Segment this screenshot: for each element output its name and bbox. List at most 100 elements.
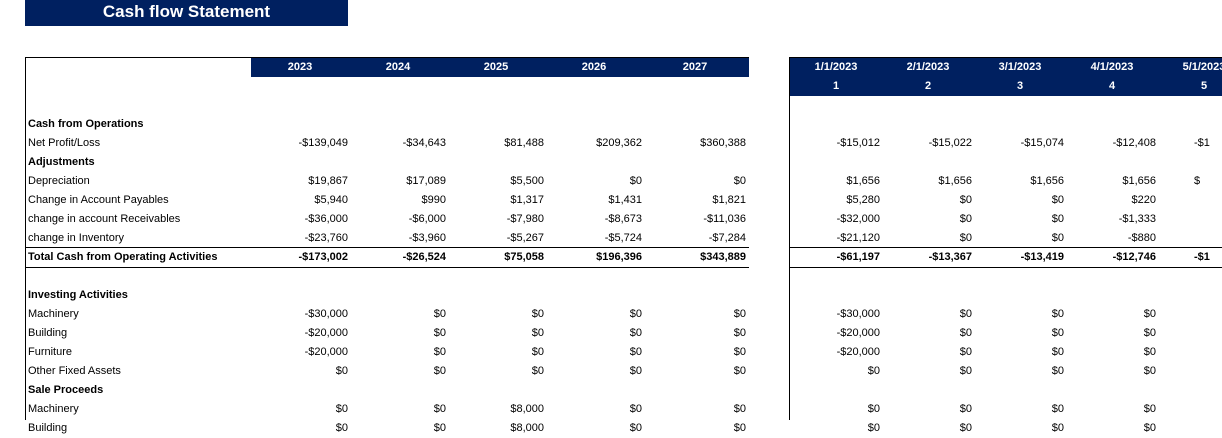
value-cell[interactable]: -$20,000 <box>836 327 880 339</box>
value-cell[interactable]: $1,317 <box>510 194 544 206</box>
value-cell[interactable]: $0 <box>959 422 972 434</box>
value-cell[interactable]: -$30,000 <box>304 308 348 320</box>
value-cell[interactable]: $0 <box>959 327 972 339</box>
value-cell[interactable]: -$8,673 <box>604 213 642 225</box>
value-cell[interactable]: -$34,643 <box>402 137 446 149</box>
value-cell[interactable]: $5,500 <box>510 175 544 187</box>
value-cell[interactable]: $0 <box>867 403 880 415</box>
value-cell[interactable]: $0 <box>531 365 544 377</box>
value-cell[interactable]: $1,656 <box>1122 175 1156 187</box>
value-cell[interactable]: $0 <box>531 327 544 339</box>
value-cell[interactable]: -$12,746 <box>1112 251 1156 263</box>
value-cell[interactable]: -$12,408 <box>1112 137 1156 149</box>
value-cell[interactable]: $0 <box>1143 308 1156 320</box>
value-cell[interactable]: $0 <box>433 327 446 339</box>
month-date-header[interactable]: 2/1/2023 <box>906 61 950 73</box>
value-cell[interactable]: $8,000 <box>510 422 544 434</box>
value-cell[interactable]: $0 <box>629 346 642 358</box>
value-cell[interactable]: -$21,120 <box>836 232 880 244</box>
value-cell-clipped[interactable]: $ <box>1194 175 1201 187</box>
month-date-header[interactable]: 3/1/2023 <box>998 61 1042 73</box>
value-cell[interactable]: -$6,000 <box>408 213 446 225</box>
value-cell[interactable]: -$15,012 <box>836 137 880 149</box>
value-cell[interactable]: $0 <box>629 403 642 415</box>
value-cell[interactable]: $196,396 <box>596 251 642 263</box>
value-cell[interactable]: $0 <box>335 422 348 434</box>
value-cell[interactable]: $0 <box>1143 346 1156 358</box>
value-cell[interactable]: -$61,197 <box>836 251 880 263</box>
value-cell[interactable]: $0 <box>531 346 544 358</box>
value-cell[interactable]: $0 <box>433 365 446 377</box>
year-header[interactable]: 2025 <box>483 61 509 73</box>
value-cell[interactable]: -$20,000 <box>304 346 348 358</box>
value-cell[interactable]: -$30,000 <box>836 308 880 320</box>
value-cell[interactable]: -$5,267 <box>506 232 544 244</box>
value-cell[interactable]: -$1,333 <box>1118 213 1156 225</box>
value-cell[interactable]: $0 <box>1143 403 1156 415</box>
value-cell[interactable]: -$7,980 <box>506 213 544 225</box>
value-cell[interactable]: -$5,724 <box>604 232 642 244</box>
value-cell[interactable]: $1,656 <box>846 175 880 187</box>
value-cell[interactable]: $0 <box>1143 422 1156 434</box>
value-cell[interactable]: $0 <box>433 308 446 320</box>
value-cell[interactable]: -$36,000 <box>304 213 348 225</box>
value-cell[interactable]: $220 <box>1131 194 1156 206</box>
value-cell[interactable]: $1,656 <box>938 175 972 187</box>
year-header[interactable]: 2027 <box>682 61 708 73</box>
month-date-header[interactable]: 4/1/2023 <box>1090 61 1134 73</box>
value-cell[interactable]: -$7,284 <box>708 232 746 244</box>
value-cell[interactable]: $0 <box>1051 232 1064 244</box>
value-cell[interactable]: -$3,960 <box>408 232 446 244</box>
value-cell[interactable]: $0 <box>959 213 972 225</box>
value-cell[interactable]: $343,889 <box>700 251 746 263</box>
value-cell[interactable]: $8,000 <box>510 403 544 415</box>
value-cell[interactable]: $1,431 <box>608 194 642 206</box>
value-cell-clipped[interactable]: -$1 <box>1194 251 1210 263</box>
value-cell[interactable]: -$13,367 <box>928 251 972 263</box>
value-cell[interactable]: $0 <box>733 346 746 358</box>
value-cell[interactable]: $0 <box>433 403 446 415</box>
value-cell[interactable]: $0 <box>1051 365 1064 377</box>
year-header[interactable]: 2023 <box>287 61 313 73</box>
value-cell[interactable]: $0 <box>1143 365 1156 377</box>
month-date-header[interactable]: 1/1/2023 <box>814 61 858 73</box>
value-cell[interactable]: $0 <box>733 308 746 320</box>
value-cell[interactable]: $0 <box>867 365 880 377</box>
value-cell[interactable]: $0 <box>335 403 348 415</box>
value-cell[interactable]: $0 <box>335 365 348 377</box>
value-cell[interactable]: -$13,419 <box>1020 251 1064 263</box>
value-cell[interactable]: $0 <box>531 308 544 320</box>
value-cell[interactable]: $1,656 <box>1030 175 1064 187</box>
value-cell[interactable]: $0 <box>733 422 746 434</box>
value-cell[interactable]: $1,821 <box>712 194 746 206</box>
value-cell[interactable]: $0 <box>959 232 972 244</box>
value-cell[interactable]: -$15,022 <box>928 137 972 149</box>
value-cell[interactable]: $0 <box>1051 422 1064 434</box>
value-cell[interactable]: -$32,000 <box>836 213 880 225</box>
value-cell[interactable]: $0 <box>1051 194 1064 206</box>
value-cell[interactable]: $5,280 <box>846 194 880 206</box>
value-cell[interactable]: $0 <box>733 175 746 187</box>
value-cell[interactable]: -$880 <box>1127 232 1156 244</box>
value-cell[interactable]: $360,388 <box>700 137 746 149</box>
value-cell[interactable]: $17,089 <box>406 175 446 187</box>
value-cell[interactable]: $0 <box>629 327 642 339</box>
value-cell[interactable]: -$20,000 <box>304 327 348 339</box>
value-cell[interactable]: $0 <box>1051 327 1064 339</box>
value-cell[interactable]: $0 <box>1051 213 1064 225</box>
value-cell[interactable]: $0 <box>733 327 746 339</box>
value-cell[interactable]: $0 <box>959 365 972 377</box>
value-cell[interactable]: $0 <box>733 365 746 377</box>
value-cell[interactable]: -$173,002 <box>298 251 348 263</box>
value-cell[interactable]: $75,058 <box>504 251 544 263</box>
value-cell[interactable]: $0 <box>1143 327 1156 339</box>
value-cell-clipped[interactable]: -$1 <box>1194 137 1210 149</box>
value-cell[interactable]: $5,940 <box>314 194 348 206</box>
year-header[interactable]: 2024 <box>385 61 411 73</box>
value-cell[interactable]: $0 <box>629 308 642 320</box>
value-cell[interactable]: $209,362 <box>596 137 642 149</box>
year-header[interactable]: 2026 <box>581 61 607 73</box>
value-cell[interactable]: $0 <box>433 346 446 358</box>
value-cell[interactable]: -$11,036 <box>703 213 746 225</box>
month-date-header[interactable]: 5/1/2023 <box>1182 61 1222 73</box>
